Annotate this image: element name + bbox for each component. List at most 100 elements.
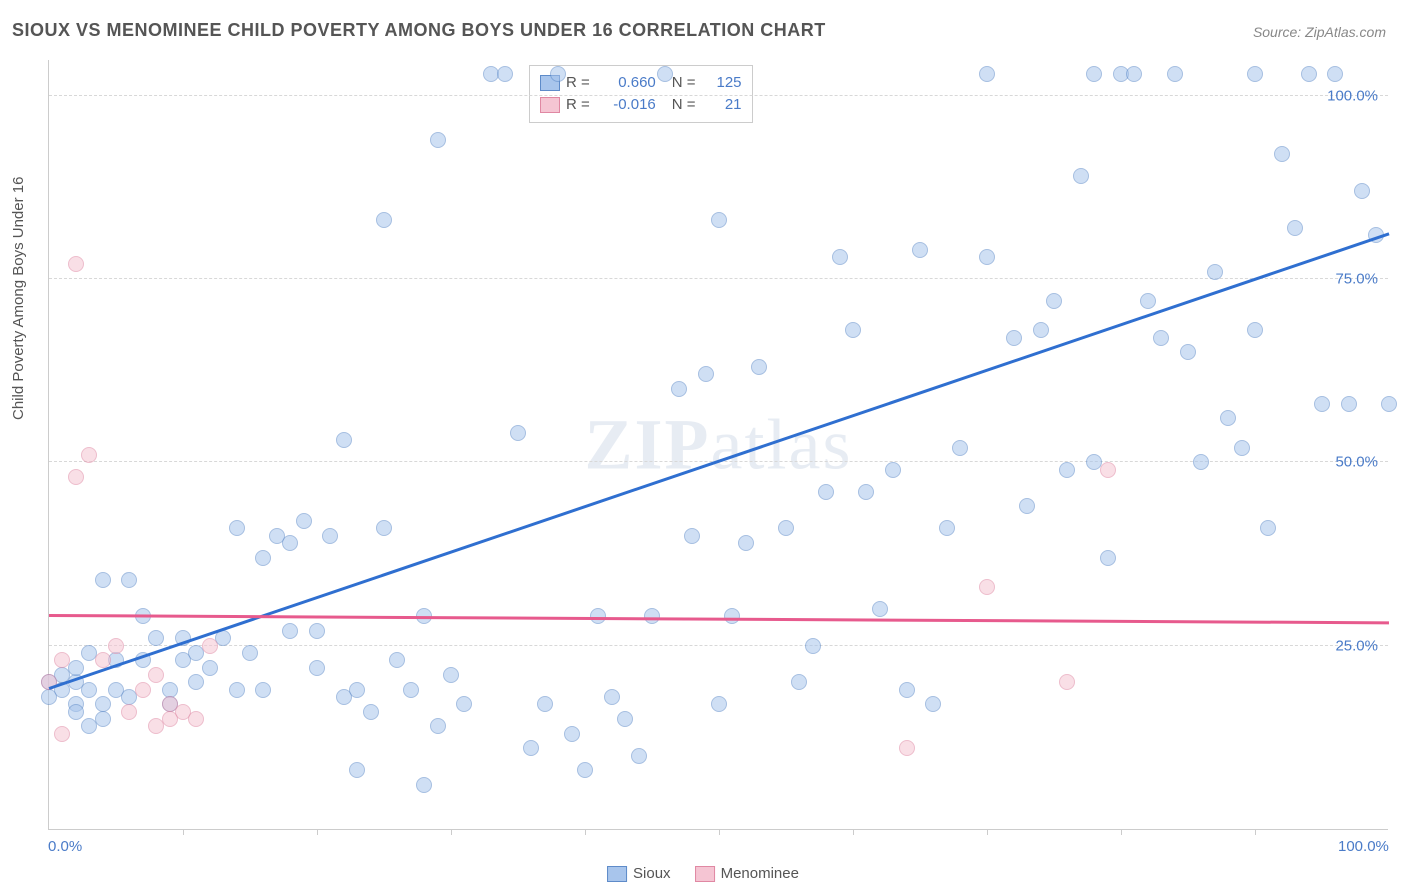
data-point [497,66,513,82]
data-point [1341,396,1357,412]
data-point [68,469,84,485]
data-point [858,484,874,500]
data-point [1234,440,1250,456]
stats-legend-row: R =-0.016N =21 [540,94,742,116]
data-point [322,528,338,544]
series-legend: SiouxMenominee [607,865,799,882]
data-point [255,682,271,698]
data-point [1100,462,1116,478]
gridline [49,278,1388,279]
data-point [229,520,245,536]
data-point [68,704,84,720]
x-tick [987,829,988,835]
data-point [979,249,995,265]
data-point [979,579,995,595]
x-tick [719,829,720,835]
data-point [724,608,740,624]
data-point [1301,66,1317,82]
data-point [631,748,647,764]
data-point [242,645,258,661]
data-point [336,432,352,448]
gridline [49,95,1388,96]
x-tick [1255,829,1256,835]
data-point [1100,550,1116,566]
data-point [1086,66,1102,82]
data-point [1019,498,1035,514]
data-point [95,711,111,727]
y-tick-label: 50.0% [1335,454,1378,471]
data-point [791,674,807,690]
data-point [1193,454,1209,470]
data-point [81,447,97,463]
data-point [1033,322,1049,338]
data-point [899,682,915,698]
data-point [1046,293,1062,309]
data-point [188,711,204,727]
data-point [54,726,70,742]
stats-n-label: N = [672,94,696,116]
data-point [738,535,754,551]
data-point [657,66,673,82]
x-tick [451,829,452,835]
data-point [711,696,727,712]
data-point [162,682,178,698]
data-point [1006,330,1022,346]
data-point [456,696,472,712]
stats-r-label: R = [566,72,590,94]
data-point [671,381,687,397]
data-point [1059,462,1075,478]
data-point [1274,146,1290,162]
data-point [1073,168,1089,184]
data-point [1167,66,1183,82]
data-point [188,674,204,690]
chart-container: SIOUX VS MENOMINEE CHILD POVERTY AMONG B… [0,0,1406,892]
y-tick-label: 75.0% [1335,271,1378,288]
data-point [1207,264,1223,280]
data-point [845,322,861,338]
data-point [1247,322,1263,338]
data-point [349,682,365,698]
data-point [537,696,553,712]
data-point [296,513,312,529]
data-point [979,66,995,82]
data-point [108,638,124,654]
stats-r-value: 0.660 [596,72,656,94]
data-point [1153,330,1169,346]
data-point [121,704,137,720]
data-point [309,660,325,676]
data-point [1059,674,1075,690]
legend-label: Sioux [633,865,671,882]
data-point [1381,396,1397,412]
data-point [1140,293,1156,309]
data-point [403,682,419,698]
data-point [202,660,218,676]
chart-title: SIOUX VS MENOMINEE CHILD POVERTY AMONG B… [12,20,826,41]
data-point [885,462,901,478]
data-point [872,601,888,617]
data-point [1287,220,1303,236]
y-tick-label: 100.0% [1327,87,1378,104]
data-point [416,777,432,793]
data-point [1126,66,1142,82]
legend-swatch [607,866,627,882]
data-point [550,66,566,82]
legend-swatch [695,866,715,882]
stats-n-label: N = [672,72,696,94]
data-point [282,535,298,551]
data-point [832,249,848,265]
data-point [1314,396,1330,412]
data-point [1327,66,1343,82]
data-point [1260,520,1276,536]
data-point [818,484,834,500]
x-tick-label: 100.0% [1338,838,1389,855]
stats-r-label: R = [566,94,590,116]
data-point [376,520,392,536]
data-point [376,212,392,228]
data-point [912,242,928,258]
x-tick [853,829,854,835]
stats-n-value: 125 [702,72,742,94]
y-axis-label: Child Poverty Among Boys Under 16 [10,177,27,420]
data-point [1220,410,1236,426]
x-tick [1121,829,1122,835]
x-tick [317,829,318,835]
